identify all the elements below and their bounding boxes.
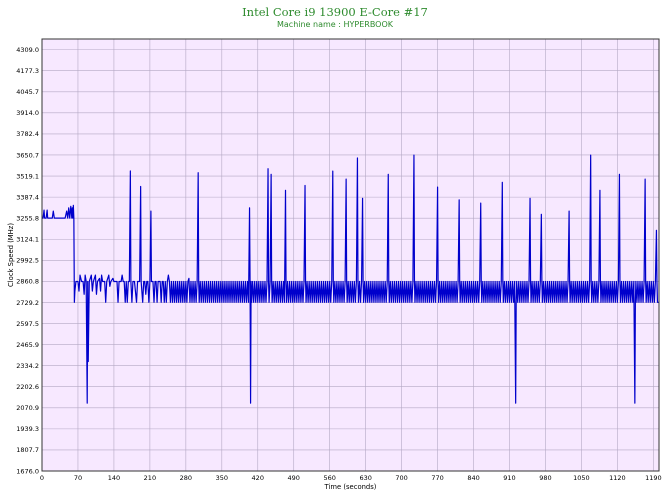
x-axis-ticks: 0 70 140 210 280 350 420 490 560 630 700 770 840 910 9… (40, 474, 662, 482)
y-tick-label: 3255.8 (16, 214, 39, 222)
x-axis-label: Time (seconds) (324, 483, 377, 491)
y-tick-label: 2860.8 (16, 278, 39, 286)
x-tick-label: 910 (503, 474, 515, 482)
x-tick-label: 210 (144, 474, 156, 482)
y-tick-label: 4045.7 (16, 88, 39, 96)
y-tick-label: 3519.1 (16, 172, 39, 180)
x-tick-label: 490 (288, 474, 300, 482)
y-tick-label: 1939.3 (16, 425, 39, 433)
y-axis-label: Clock Speed (MHz) (7, 223, 15, 287)
x-tick-label: 350 (216, 474, 228, 482)
y-tick-label: 3124.1 (16, 236, 39, 244)
y-tick-label: 2334.2 (16, 362, 39, 370)
x-tick-label: 1120 (609, 474, 626, 482)
x-tick-label: 840 (467, 474, 479, 482)
x-tick-label: 70 (74, 474, 82, 482)
x-tick-label: 140 (108, 474, 120, 482)
series-layer (42, 154, 659, 404)
x-tick-label: 280 (180, 474, 192, 482)
x-tick-label: 420 (252, 474, 264, 482)
x-tick-label: 1190 (645, 474, 662, 482)
plot-frame (41, 38, 660, 472)
y-tick-label: 1676.0 (16, 467, 39, 475)
x-tick-label: 560 (323, 474, 335, 482)
y-tick-label: 3782.4 (16, 130, 39, 138)
x-tick-label: 770 (431, 474, 443, 482)
x-tick-label: 1050 (573, 474, 590, 482)
x-tick-label: 700 (395, 474, 407, 482)
y-axis-ticks: 4309.0 4177.3 4045.7 3914.0 3782.4 3650.7 3519… (16, 46, 39, 475)
y-tick-label: 3914.0 (16, 109, 39, 117)
y-tick-label: 3650.7 (16, 151, 39, 159)
x-tick-label: 980 (539, 474, 551, 482)
y-tick-label: 4309.0 (16, 46, 39, 54)
y-tick-label: 2070.9 (16, 404, 39, 412)
y-tick-label: 2465.9 (16, 341, 39, 349)
y-tick-label: 2992.5 (16, 257, 39, 265)
y-tick-label: 2729.2 (16, 299, 39, 307)
chart-title: Intel Core i9 13900 E-Core #17 (242, 5, 428, 19)
y-tick-label: 4177.3 (16, 67, 39, 75)
series-line (42, 154, 659, 404)
chart-subtitle: Machine name : HYPERBOOK (276, 20, 394, 29)
y-tick-label: 1807.7 (16, 446, 39, 454)
x-tick-label: 630 (359, 474, 371, 482)
plot-background (42, 39, 659, 471)
y-tick-label: 2202.6 (16, 383, 39, 391)
y-tick-label: 3387.4 (16, 193, 39, 201)
y-tick-label: 2597.5 (16, 320, 39, 328)
x-tick-label: 0 (40, 474, 44, 482)
